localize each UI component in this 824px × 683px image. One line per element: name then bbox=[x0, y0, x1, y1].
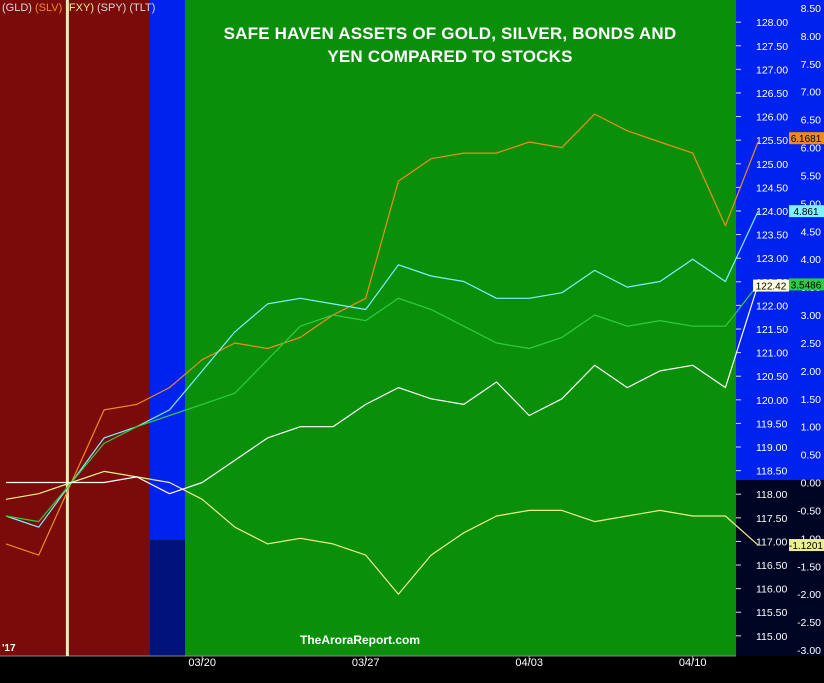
price-tick-label-19: 118.50 bbox=[756, 466, 787, 478]
price-tick-label-1: 127.50 bbox=[756, 41, 788, 53]
price-tick-label-23: 116.50 bbox=[756, 560, 787, 572]
price-tick-label-0: 128.00 bbox=[756, 17, 788, 29]
price-tick-label-13: 121.50 bbox=[756, 324, 788, 336]
value-tag-0: 6.1681 bbox=[791, 134, 822, 145]
pct-tick-label-5: 6.00 bbox=[801, 143, 822, 155]
price-tick-label-4: 126.00 bbox=[756, 112, 788, 124]
pct-tick-label-6: 5.50 bbox=[801, 170, 822, 182]
price-tick-label-15: 120.50 bbox=[756, 371, 788, 383]
legend-tlt: (TLT) bbox=[129, 2, 156, 14]
price-tick-label-6: 125.00 bbox=[756, 159, 788, 171]
price-tick-label-21: 117.50 bbox=[756, 513, 787, 525]
price-tick-label-18: 119.00 bbox=[756, 442, 787, 454]
price-tick-label-20: 118.00 bbox=[756, 489, 787, 501]
time-axis-bg bbox=[0, 656, 824, 683]
price-tick-label-8: 124.00 bbox=[756, 206, 788, 218]
price-tag-bg bbox=[753, 279, 789, 292]
axis-panel-shade bbox=[736, 480, 824, 656]
value-tag-2: 3.5486 bbox=[791, 280, 822, 291]
value-tag-3: -1.1201 bbox=[789, 541, 823, 552]
legend: (GLD) (SLV) (FXY) (SPY) (TLT) bbox=[2, 2, 158, 14]
series-line-fxy bbox=[5, 470, 759, 595]
price-tick-label-5: 125.50 bbox=[756, 135, 788, 147]
price-tick-label-25: 115.50 bbox=[756, 607, 787, 619]
pct-tick-label-9: 4.00 bbox=[801, 254, 822, 266]
pct-tick-label-18: -0.50 bbox=[797, 505, 821, 517]
series-line-tlt bbox=[5, 284, 759, 523]
value-tag-bg-3 bbox=[789, 539, 824, 552]
pct-tick-label-14: 1.50 bbox=[801, 394, 822, 406]
price-tick-label-22: 117.00 bbox=[756, 536, 787, 548]
price-tick-label-10: 123.00 bbox=[756, 253, 788, 265]
value-tag-bg-2 bbox=[789, 278, 824, 291]
pct-tick-label-2: 7.50 bbox=[801, 59, 822, 71]
price-tick-label-17: 119.50 bbox=[756, 418, 787, 430]
panel-red bbox=[0, 0, 150, 656]
legend-fxy: (FXY) bbox=[65, 2, 94, 14]
chart-title-line1: SAFE HAVEN ASSETS OF GOLD, SILVER, BONDS… bbox=[223, 24, 677, 43]
panel-green bbox=[185, 0, 736, 656]
price-tick-label-3: 126.50 bbox=[756, 88, 788, 100]
series-line-slv bbox=[5, 113, 759, 556]
x-tick-label-1: 03/27 bbox=[352, 657, 380, 669]
pct-tick-label-11: 3.00 bbox=[801, 310, 822, 322]
price-tick-label-14: 121.00 bbox=[756, 348, 788, 360]
panel-blue-shade bbox=[150, 540, 185, 656]
pct-tick-label-8: 4.50 bbox=[801, 226, 822, 238]
series-line-spy bbox=[6, 284, 759, 495]
price-tick-label-26: 115.00 bbox=[756, 631, 787, 643]
price-tick-label-2: 127.00 bbox=[756, 64, 788, 76]
pct-tick-label-12: 2.50 bbox=[801, 338, 822, 350]
pct-tick-label-20: -1.50 bbox=[797, 561, 821, 573]
pct-tick-label-17: 0.00 bbox=[801, 478, 822, 490]
x-tick-label-0: 03/20 bbox=[188, 657, 216, 669]
x-tick-label-2: 04/03 bbox=[515, 657, 543, 669]
pct-tick-label-4: 6.50 bbox=[801, 115, 822, 127]
pct-tick-label-15: 1.00 bbox=[801, 422, 822, 434]
pct-tick-label-0: 8.50 bbox=[801, 3, 822, 15]
pct-tick-label-3: 7.00 bbox=[801, 87, 822, 99]
price-tick-label-12: 122.00 bbox=[756, 300, 788, 312]
pct-tick-label-22: -2.50 bbox=[797, 617, 821, 629]
legend-spy: (SPY) bbox=[97, 2, 127, 14]
year-label: '17 bbox=[2, 643, 16, 654]
x-tick-label-3: 04/10 bbox=[679, 657, 707, 669]
pct-tick-label-21: -2.00 bbox=[797, 589, 821, 601]
price-tag: 122.42 bbox=[756, 282, 787, 293]
chart-title-line2: YEN COMPARED TO STOCKS bbox=[327, 47, 573, 66]
pct-tick-label-23: -3.00 bbox=[797, 645, 821, 657]
value-tag-bg-1 bbox=[789, 205, 824, 218]
pct-tick-label-1: 8.00 bbox=[801, 31, 822, 43]
series-line-gld bbox=[5, 210, 759, 528]
source-watermark: TheAroraReport.com bbox=[300, 633, 421, 647]
price-tick-label-9: 123.50 bbox=[756, 230, 788, 242]
legend-gld: (GLD) bbox=[2, 2, 32, 14]
price-tick-label-24: 116.00 bbox=[756, 584, 787, 596]
pct-tick-label-13: 2.00 bbox=[801, 366, 822, 378]
legend-slv: (SLV) bbox=[34, 2, 63, 14]
pct-tick-label-16: 0.50 bbox=[801, 450, 822, 462]
value-tag-1: 4.861 bbox=[793, 207, 818, 218]
value-tag-bg-0 bbox=[789, 132, 824, 145]
price-tick-label-7: 124.50 bbox=[756, 182, 788, 194]
price-tick-label-16: 120.00 bbox=[756, 395, 788, 407]
